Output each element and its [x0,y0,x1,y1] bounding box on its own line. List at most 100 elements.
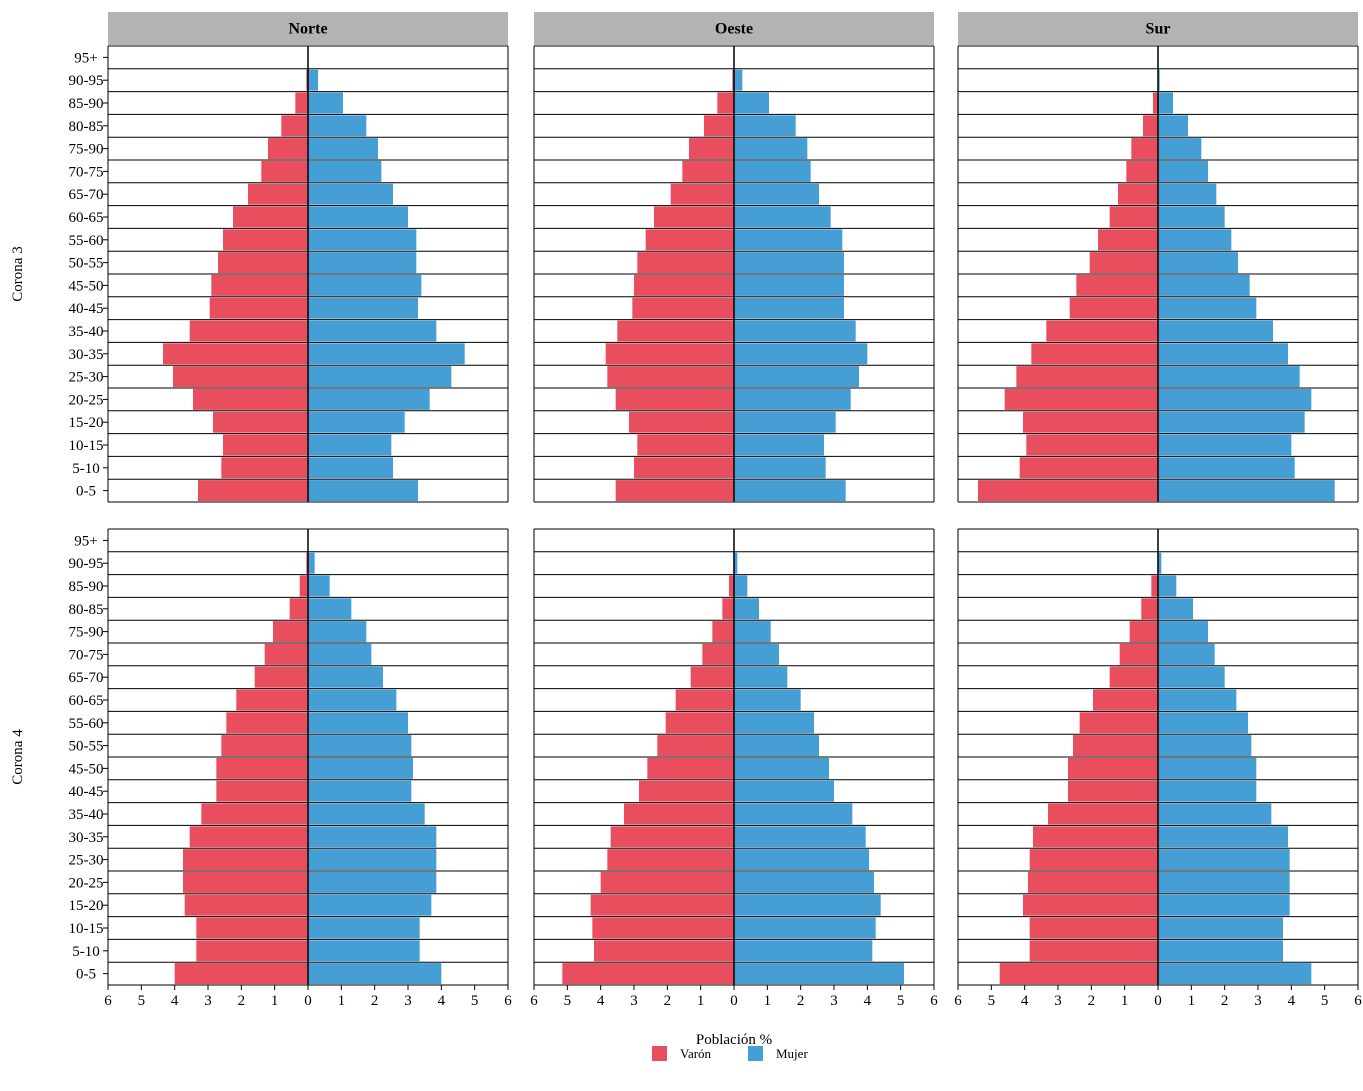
bar-female-45-50 [1158,274,1250,296]
bar-male-50-55 [637,252,734,274]
bar-female-25-30 [1158,849,1290,871]
bar-female-85-90 [308,92,343,114]
x-tick-label: 3 [630,993,638,1009]
bar-female-35-40 [1158,803,1272,825]
bar-male-10-15 [196,917,308,939]
bar-male-15-20 [590,894,734,916]
bar-male-25-30 [1016,366,1158,388]
bar-male-30-35 [163,343,308,365]
bar-male-25-30 [607,849,734,871]
bar-male-30-35 [1031,343,1158,365]
bar-male-85-90 [717,92,734,114]
bar-female-80-85 [1158,115,1188,137]
x-tick-label: 6 [104,993,112,1009]
bar-male-35-40 [201,803,308,825]
bar-female-25-30 [308,849,437,871]
y-tick-label-0-5: 0-5 [76,484,96,500]
y-tick-label-60-65: 60-65 [69,210,104,226]
bar-female-35-40 [734,803,853,825]
legend-swatch-mujer [748,1046,763,1061]
x-tick-label: 3 [404,993,412,1009]
bar-male-75-90 [689,138,734,160]
bar-male-50-55 [1073,735,1158,757]
y-tick-label-5-10: 5-10 [72,944,100,960]
bar-female-40-45 [308,780,412,802]
bar-male-55-60 [665,712,734,734]
bar-female-40-45 [734,297,844,319]
bar-female-35-40 [734,320,856,342]
bar-male-60-65 [654,206,734,228]
strip-label-norte: Norte [288,21,327,38]
bar-female-80-85 [734,598,759,620]
bar-female-65-70 [308,183,393,205]
y-tick-label-35-40: 35-40 [69,807,104,823]
y-tick-label-55-60: 55-60 [69,716,104,732]
y-tick-label-25-30: 25-30 [69,370,104,386]
y-tick-label-50-55: 50-55 [69,256,104,272]
y-tick-label-20-25: 20-25 [69,875,104,891]
bar-female-50-55 [734,735,819,757]
panel-corona-3-norte: Norte 0-5 5-10 10-15 15-20 20-25 25-30 30-35 35-… [10,12,509,503]
bar-female-80-85 [734,115,796,137]
x-tick-label: 4 [438,993,446,1009]
bar-male-60-65 [236,689,308,711]
bar-female-35-40 [308,320,437,342]
legend-label-varon: Varón [680,1046,712,1061]
bar-male-10-15 [592,917,734,939]
bar-female-20-25 [734,871,874,893]
bar-female-85-90 [308,575,330,597]
bar-female-15-20 [1158,894,1290,916]
y-tick-label-95: 95+ [74,50,97,66]
bar-female-30-35 [308,343,465,365]
bar-female-65-70 [1158,666,1225,688]
x-tick-label: 2 [1088,993,1096,1009]
x-tick-label: 2 [371,993,379,1009]
bar-male-5-10 [196,940,308,962]
x-tick-label: 6 [504,993,512,1009]
bar-male-40-45 [1069,297,1158,319]
bar-male-35-40 [624,803,734,825]
bar-male-60-65 [1093,689,1158,711]
bar-female-20-25 [1158,388,1312,410]
y-tick-label-25-30: 25-30 [69,853,104,869]
bar-female-55-60 [308,229,417,251]
x-tick-label: 3 [1254,993,1262,1009]
bar-female-40-45 [308,297,418,319]
bar-female-5-10 [734,940,873,962]
x-tick-label: 6 [930,993,938,1009]
bar-female-90-95 [308,552,315,574]
panel-corona-4-oeste: 6 5 4 3 2 1 0 1 2 3 4 5 6 [530,528,938,1009]
bar-female-60-65 [734,689,801,711]
bar-female-5-10 [734,457,826,479]
x-tick-label: 5 [138,993,146,1009]
bar-female-70-75 [734,160,811,182]
bar-male-85-90 [1151,575,1158,597]
bar-male-80-85 [722,598,734,620]
bar-female-20-25 [308,388,430,410]
bar-male-10-15 [1029,917,1158,939]
y-tick-label-70-75: 70-75 [69,164,104,180]
bar-female-75-90 [734,138,808,160]
bar-male-80-85 [289,598,308,620]
bar-male-30-35 [610,826,734,848]
bar-female-5-10 [1158,457,1295,479]
bar-female-30-35 [1158,343,1288,365]
bar-female-25-30 [734,366,859,388]
bar-male-75-90 [1131,138,1158,160]
bar-male-65-70 [690,666,734,688]
bar-female-15-20 [308,894,432,916]
bar-male-25-30 [173,366,308,388]
bar-female-0-5 [734,963,904,985]
y-tick-label-15-20: 15-20 [69,415,104,431]
legend-label-mujer: Mujer [776,1046,808,1061]
y-tick-label-80-85: 80-85 [69,602,104,618]
bar-male-50-55 [657,735,734,757]
bar-male-45-50 [634,274,734,296]
bar-male-5-10 [594,940,734,962]
bar-female-85-90 [734,575,748,597]
y-tick-label-65-70: 65-70 [69,670,104,686]
y-tick-label-40-45: 40-45 [69,301,104,317]
bar-female-30-35 [308,826,437,848]
strip-sur [958,12,1358,45]
